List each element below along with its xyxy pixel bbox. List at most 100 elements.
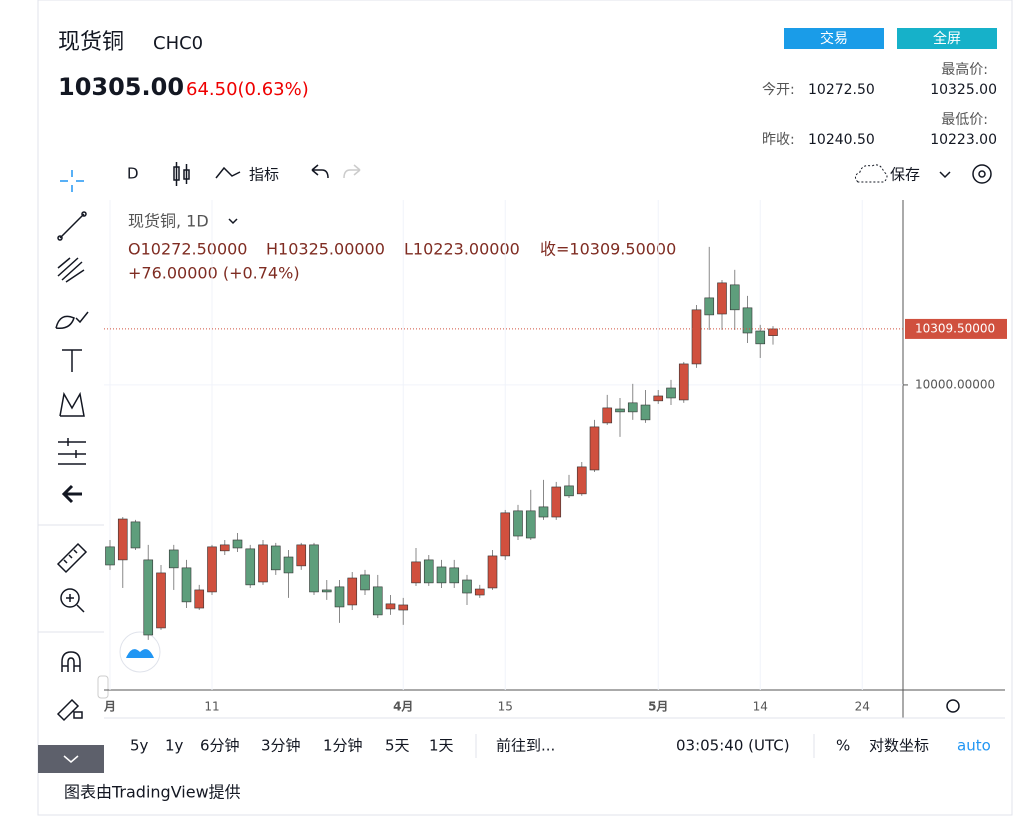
body: [666, 387, 676, 399]
stat-label: 今开:: [762, 82, 795, 98]
stat-value: 10240.50: [808, 132, 875, 148]
collapse-icon: [63, 755, 79, 763]
save[interactable]: 保存: [890, 166, 920, 184]
price: 10305.00: [58, 73, 184, 101]
range[interactable]: 6分钟: [200, 737, 240, 755]
last-price-tag: [905, 318, 1007, 339]
fullscreen-label[interactable]: 全屏: [933, 30, 961, 47]
trade-label[interactable]: 交易: [820, 30, 848, 47]
range[interactable]: 5天: [385, 737, 410, 755]
body: [130, 521, 141, 549]
symbol: CHC0: [153, 33, 203, 54]
axis-settings[interactable]: [946, 699, 960, 713]
x-tick-label: 4月: [393, 700, 413, 714]
x-tick-label: 24: [855, 700, 870, 714]
body: [168, 549, 179, 569]
body: [500, 512, 511, 557]
body: [449, 567, 460, 584]
title: 现货铜: [58, 30, 124, 55]
body: [589, 426, 600, 471]
magnet-tools[interactable]: [56, 651, 83, 722]
redo[interactable]: [343, 164, 361, 179]
stat-label: 昨收:: [762, 132, 795, 148]
measure-tools[interactable]: [56, 542, 88, 613]
legend-menu[interactable]: [228, 218, 238, 225]
body: [398, 604, 409, 611]
body: [309, 544, 319, 593]
trade-button[interactable]: [784, 28, 884, 49]
body: [385, 603, 396, 610]
collapse-button[interactable]: [38, 745, 104, 773]
interval[interactable]: D: [127, 165, 139, 183]
stat-value: 10272.50: [808, 82, 875, 98]
body: [194, 589, 205, 609]
body: [436, 566, 447, 584]
indicators[interactable]: 指标: [249, 166, 279, 184]
last-price-label: 10309.50000: [915, 321, 995, 335]
body: [602, 407, 613, 424]
body: [219, 544, 230, 552]
hide-toolbar[interactable]: [97, 675, 109, 699]
body: [627, 402, 638, 413]
range[interactable]: 1天: [429, 737, 454, 755]
stat-label: 最低价:: [941, 112, 988, 128]
body: [704, 297, 715, 316]
legend-change: +76.00000 (+0.74%): [128, 264, 300, 283]
range[interactable]: 1y: [165, 737, 184, 755]
legend-ohlc: 收=10309.50000: [540, 240, 676, 259]
body: [143, 559, 154, 636]
body: [474, 588, 485, 596]
body: [411, 561, 421, 584]
stat-value: 10223.00: [930, 132, 997, 148]
body: [360, 574, 370, 591]
cloud-icon[interactable]: [854, 164, 888, 183]
body: [538, 506, 549, 518]
body: [551, 486, 562, 518]
body: [755, 330, 766, 345]
auto-scale[interactable]: auto: [957, 737, 991, 755]
drawing-tools[interactable]: [55, 170, 89, 504]
body: [181, 567, 192, 603]
body: [742, 307, 753, 334]
body: [691, 309, 702, 365]
settings-core: [978, 170, 986, 178]
stat-value: 10325.00: [930, 82, 997, 98]
percent[interactable]: %: [836, 737, 850, 755]
indicator-icon[interactable]: [215, 166, 241, 179]
body: [423, 559, 434, 584]
body: [258, 544, 268, 583]
body: [283, 556, 294, 574]
body: [729, 284, 740, 311]
x-tick-label: 5月: [648, 700, 668, 714]
body: [576, 466, 587, 495]
log-scale[interactable]: 对数坐标: [869, 737, 929, 755]
body: [105, 546, 115, 566]
body: [245, 548, 256, 586]
save-menu[interactable]: [939, 171, 951, 179]
body: [156, 572, 166, 629]
body: [232, 539, 243, 549]
body: [487, 555, 498, 589]
range[interactable]: 5y: [130, 737, 149, 755]
body: [270, 545, 281, 571]
candle-icon[interactable]: [173, 162, 190, 186]
body: [321, 589, 332, 593]
range[interactable]: 1分钟: [323, 737, 363, 755]
goto[interactable]: 前往到...: [496, 737, 555, 755]
body: [615, 408, 625, 413]
y-tick-label: 10000.00000: [915, 377, 995, 391]
body: [564, 485, 574, 497]
fullscreen-button[interactable]: [897, 28, 997, 49]
legend-ohlc: L10223.00000: [404, 240, 520, 259]
legend-ohlc: H10325.00000: [266, 240, 385, 259]
x-tick-label: 15: [498, 700, 513, 714]
settings[interactable]: [972, 164, 992, 184]
body: [462, 579, 472, 594]
body: [296, 544, 307, 567]
body: [678, 363, 689, 401]
undo[interactable]: [311, 164, 329, 179]
body: [372, 586, 383, 616]
x-tick-label: 11: [204, 700, 219, 714]
range[interactable]: 3分钟: [261, 737, 301, 755]
